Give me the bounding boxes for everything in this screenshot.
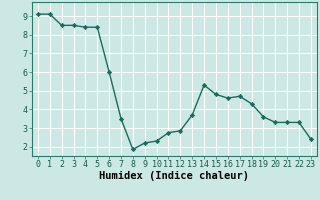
- X-axis label: Humidex (Indice chaleur): Humidex (Indice chaleur): [100, 171, 249, 181]
